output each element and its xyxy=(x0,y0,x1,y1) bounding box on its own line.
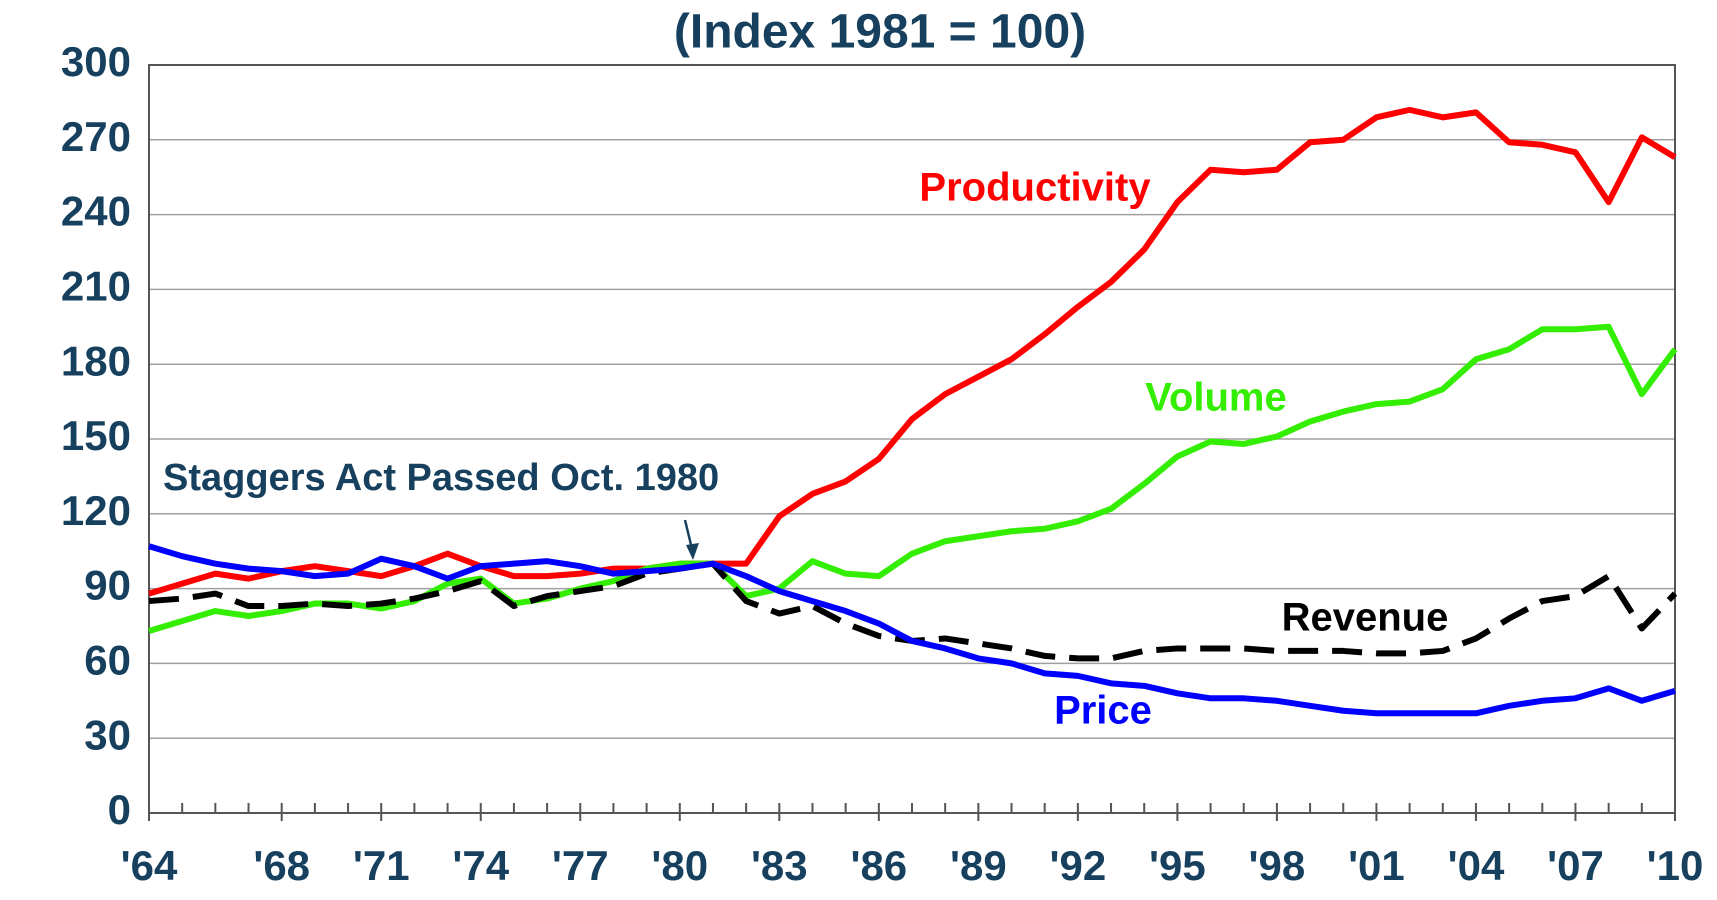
x-tick-label: '86 xyxy=(850,842,907,889)
y-tick-label: 240 xyxy=(61,188,131,235)
y-tick-label: 120 xyxy=(61,487,131,534)
y-tick-label: 270 xyxy=(61,113,131,160)
y-tick-label: 150 xyxy=(61,412,131,459)
series-line xyxy=(148,323,1678,634)
series-label: Volume xyxy=(1145,376,1287,420)
x-tick-label: '77 xyxy=(552,842,609,889)
y-tick-label: 90 xyxy=(84,562,131,609)
x-tick-label: '10 xyxy=(1647,842,1704,889)
series-label: Revenue xyxy=(1282,596,1449,640)
y-tick-label: 60 xyxy=(84,636,131,683)
series-line xyxy=(148,106,1677,597)
chart-title: (Index 1981 = 100) xyxy=(674,6,1086,59)
x-tick-label: '68 xyxy=(253,842,310,889)
x-tick-label: '89 xyxy=(950,842,1007,889)
annotation-arrow xyxy=(683,519,699,560)
series-label: Productivity xyxy=(919,166,1151,210)
x-tick-label: '92 xyxy=(1050,842,1107,889)
x-tick-label: '07 xyxy=(1547,842,1604,889)
x-tick-label: '83 xyxy=(751,842,808,889)
x-tick-label: '71 xyxy=(353,842,410,889)
y-tick-label: 0 xyxy=(108,786,131,833)
x-tick-label: '98 xyxy=(1249,842,1306,889)
series-line xyxy=(148,543,1676,717)
x-tick-label: '04 xyxy=(1448,842,1505,889)
x-tick-label: '64 xyxy=(121,842,178,889)
y-tick-label: 300 xyxy=(61,38,131,85)
series-label: Price xyxy=(1054,689,1152,733)
annotation: Staggers Act Passed Oct. 1980 xyxy=(163,457,719,499)
x-tick-label: '01 xyxy=(1348,842,1405,889)
x-tick-label: '74 xyxy=(452,842,509,889)
y-tick-label: 30 xyxy=(84,711,131,758)
x-tick-label: '95 xyxy=(1149,842,1206,889)
x-tick-label: '80 xyxy=(651,842,708,889)
y-tick-label: 210 xyxy=(61,262,131,309)
y-tick-label: 180 xyxy=(61,337,131,384)
